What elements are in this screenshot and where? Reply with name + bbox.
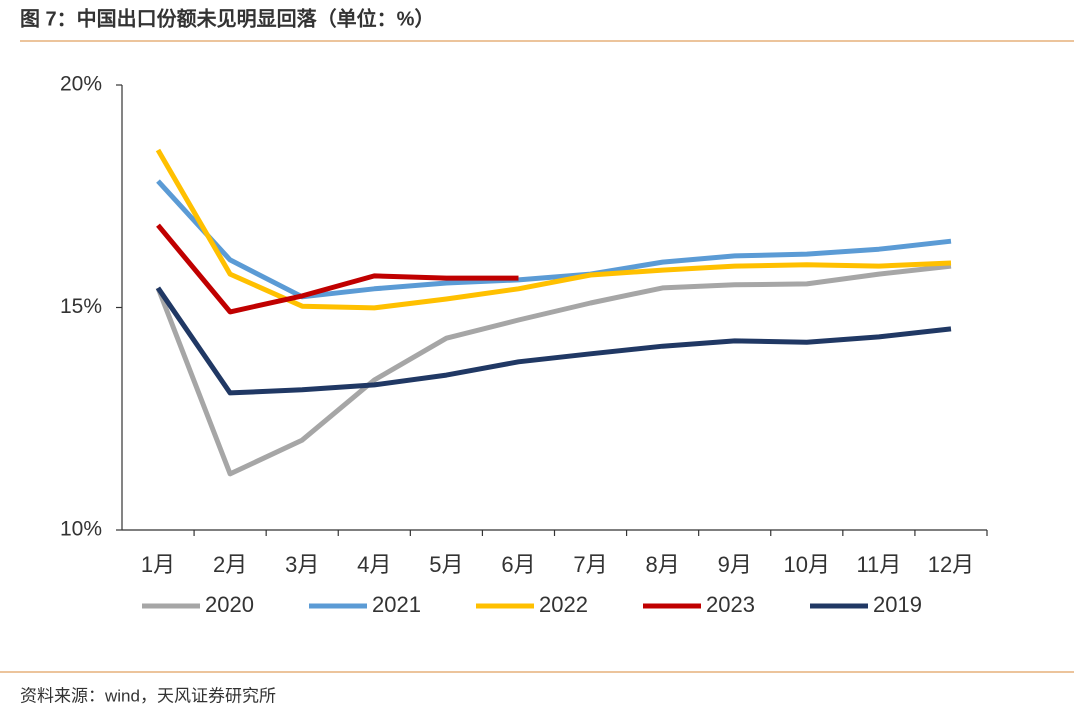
x-tick-label: 9月 bbox=[718, 552, 752, 577]
x-tick-label: 5月 bbox=[429, 552, 463, 577]
x-tick-label: 2月 bbox=[213, 552, 247, 577]
x-tick-label: 6月 bbox=[501, 552, 535, 577]
y-tick-label: 15% bbox=[60, 295, 102, 318]
x-tick-label: 11月 bbox=[856, 552, 901, 577]
series-line bbox=[155, 286, 952, 396]
x-tick-label: 3月 bbox=[285, 552, 319, 577]
x-tick-label: 4月 bbox=[357, 552, 391, 577]
legend-label: 2019 bbox=[873, 592, 922, 617]
source: 资料来源：wind，天风证券研究所 bbox=[20, 686, 276, 705]
x-tick-label: 1月 bbox=[141, 552, 175, 577]
legend-label: 2022 bbox=[539, 592, 588, 617]
y-tick-label: 20% bbox=[60, 73, 102, 96]
series-line bbox=[155, 263, 952, 477]
legend-label: 2023 bbox=[706, 592, 755, 617]
legend-label: 2020 bbox=[205, 592, 254, 617]
x-tick-label: 12月 bbox=[928, 552, 974, 577]
legend-label: 2021 bbox=[372, 592, 421, 617]
x-tick-label: 8月 bbox=[646, 552, 680, 577]
x-tick-label: 7月 bbox=[573, 552, 607, 577]
x-tick-label: 10月 bbox=[784, 552, 830, 577]
y-tick-label: 10% bbox=[60, 518, 102, 541]
chart-title: 图 7：中国出口份额未见明显回落（单位：%） bbox=[20, 6, 434, 30]
series-line bbox=[156, 223, 519, 315]
series-line bbox=[156, 179, 952, 300]
